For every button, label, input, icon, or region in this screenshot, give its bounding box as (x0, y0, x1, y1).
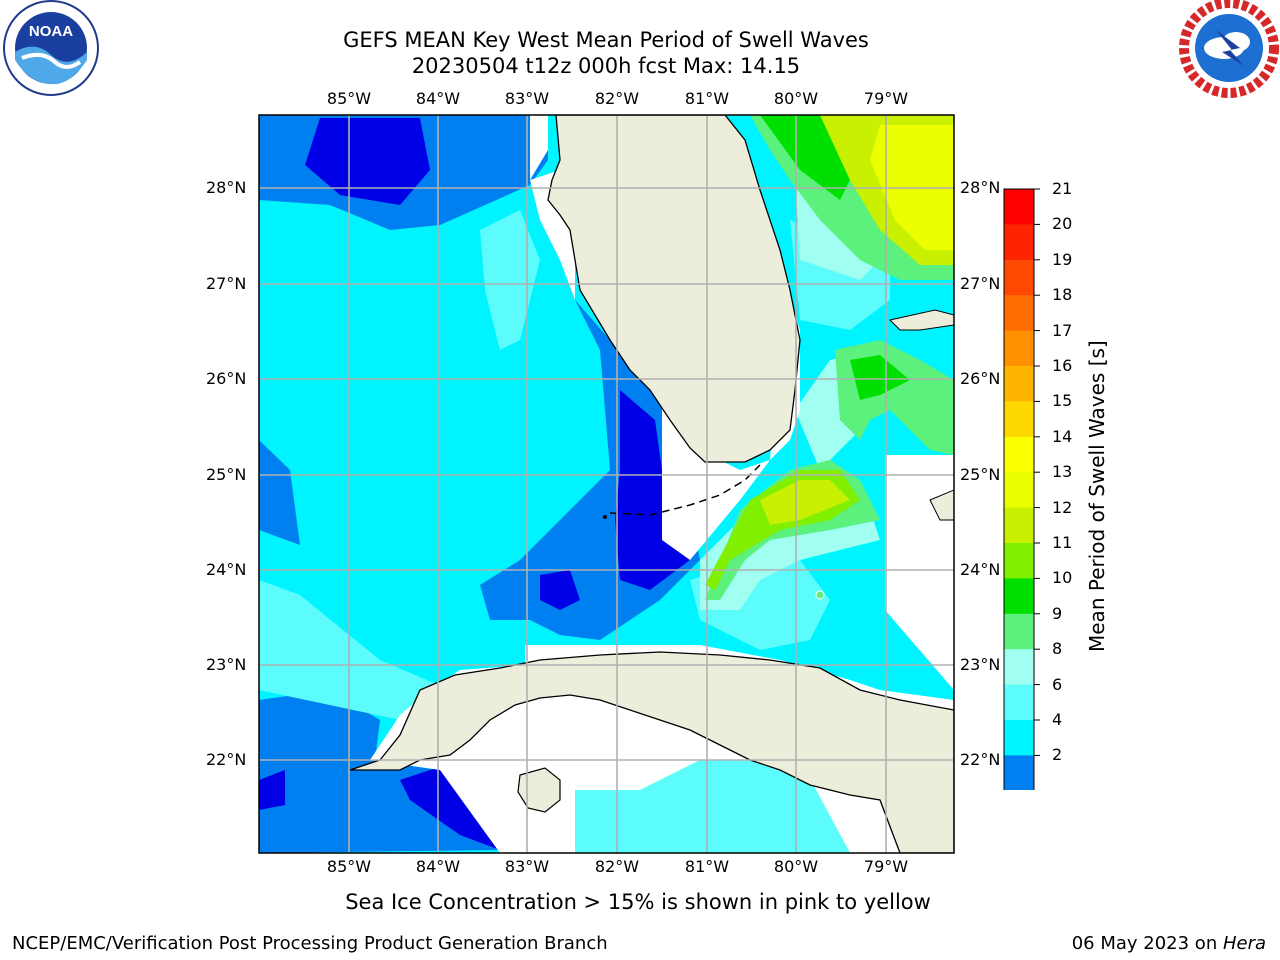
isla-juventud-land (517, 767, 561, 813)
map-frame (258, 114, 955, 854)
noaa-logo-text: NOAA (29, 23, 73, 40)
swell-period-2-4 (259, 440, 300, 545)
colorbar-segment (1004, 436, 1034, 473)
lat-label-left: 23°N (206, 655, 247, 674)
swell-period-10-11 (760, 115, 850, 200)
colorbar-tick-label: 4 (1052, 710, 1063, 729)
swell-period-10-11 (850, 355, 910, 400)
colorbar-tick-label: 11 (1052, 533, 1073, 552)
florida-land (547, 115, 801, 463)
colorbar-tick-label: 12 (1052, 497, 1073, 517)
lat-label-right: 28°N (960, 178, 1001, 197)
lon-label-bottom: 79°W (863, 857, 909, 876)
swell-period-6-8 (480, 210, 540, 350)
bahamas-land (889, 309, 954, 331)
lat-label-right: 27°N (960, 274, 1001, 293)
caption: Sea Ice Concentration > 15% is shown in … (345, 890, 931, 914)
colorbar-tick-label: 2 (1052, 745, 1063, 765)
colorbar-segment (1004, 366, 1034, 402)
swell-period-6-8 (575, 760, 850, 853)
colorbar-tick-label: 17 (1052, 320, 1073, 340)
nws-logo (1179, 0, 1279, 98)
noaa-logo: NOAA (3, 0, 99, 96)
lon-label-bottom: 83°W (504, 857, 550, 876)
lon-label-bottom: 85°W (326, 857, 372, 876)
colorbar-tick-label: 8 (1052, 639, 1063, 659)
swell-period-under-2 (259, 770, 285, 810)
cuba-land (349, 651, 954, 853)
lat-label-left: 27°N (206, 274, 247, 293)
lon-label-top: 82°W (594, 89, 640, 108)
lat-label-right: 25°N (960, 465, 1001, 484)
lat-label-right: 22°N (960, 750, 1001, 769)
footer-date: 06 May 2023 on Hera (1072, 933, 1266, 954)
colorbar-segment (1004, 720, 1034, 756)
colorbar-segment (1004, 543, 1034, 579)
chart-subtitle: 20230504 t12z 000h fcst Max: 14.15 (411, 54, 801, 78)
lat-label-right: 26°N (960, 369, 1001, 388)
lon-label-top: 84°W (415, 89, 461, 108)
colorbar-tick-label: 20 (1052, 214, 1073, 234)
colorbar (1003, 188, 1040, 790)
footer-machine: Hera (1222, 933, 1266, 954)
lat-label-left: 24°N (206, 560, 247, 579)
colorbar-segment (1004, 189, 1034, 225)
colorbar-tick-label: 9 (1052, 603, 1063, 623)
lat-label-left: 25°N (206, 465, 247, 484)
colorbar-segment (1004, 578, 1034, 615)
footer-date-text: 06 May 2023 on (1071, 933, 1223, 954)
colorbar-title: Mean Period of Swell Waves [s] (1085, 340, 1109, 652)
colorbar-segment (1004, 295, 1034, 332)
colorbar-segment (1004, 613, 1034, 650)
lat-label-right: 24°N (960, 560, 1001, 579)
lon-label-bottom: 80°W (773, 857, 819, 876)
lon-label-top: 81°W (684, 89, 730, 108)
lon-label-bottom: 84°W (415, 857, 461, 876)
colorbar-tick-label: 14 (1052, 426, 1073, 446)
colorbar-tick-label: 13 (1052, 462, 1073, 482)
lon-label-bottom: 81°W (684, 857, 730, 876)
map-field (259, 115, 954, 853)
colorbar-segment (1004, 472, 1034, 509)
no-data-area (530, 115, 548, 180)
colorbar-tick-label: 19 (1052, 249, 1073, 269)
swell-period-6-8 (259, 580, 450, 720)
colorbar-tick-label: 15 (1052, 391, 1073, 411)
map-gridlines (259, 115, 954, 853)
colorbar-frame (1003, 188, 1035, 790)
swell-period-under-2 (540, 570, 580, 610)
lat-label-left: 28°N (206, 178, 247, 197)
bahamas-land (929, 489, 954, 521)
colorbar-tick-label: 21 (1052, 179, 1073, 198)
swell-period-under-2 (400, 760, 500, 850)
lon-label-top: 80°W (773, 89, 819, 108)
footer-credit: NCEP/EMC/Verification Post Processing Pr… (12, 933, 608, 954)
lat-label-left: 22°N (206, 750, 247, 769)
colorbar-tick-label: 6 (1052, 674, 1063, 694)
colorbar-segment (1004, 401, 1034, 438)
colorbar-tick-label: 10 (1052, 568, 1073, 588)
colorbar-segment (1004, 259, 1034, 296)
colorbar-tick-label: 16 (1052, 356, 1073, 375)
lon-label-top: 83°W (504, 89, 550, 108)
colorbar-tick-label: 18 (1052, 285, 1073, 305)
colorbar-segment (1004, 755, 1034, 790)
swell-period-12-13 (760, 480, 850, 525)
colorbar-segment (1004, 330, 1034, 367)
swell-period-under-2 (305, 118, 430, 205)
colorbar-segment (1004, 224, 1034, 261)
chart-title: GEFS MEAN Key West Mean Period of Swell … (343, 28, 869, 52)
colorbar-segment (1004, 649, 1034, 686)
lat-label-right: 23°N (960, 655, 1001, 674)
lon-label-bottom: 82°W (594, 857, 640, 876)
colorbar-segment (1004, 507, 1034, 544)
lon-label-top: 79°W (863, 89, 909, 108)
lat-label-left: 26°N (206, 369, 247, 388)
florida-keys (609, 464, 761, 516)
lon-label-top: 85°W (326, 89, 372, 108)
colorbar-segment (1004, 684, 1034, 721)
